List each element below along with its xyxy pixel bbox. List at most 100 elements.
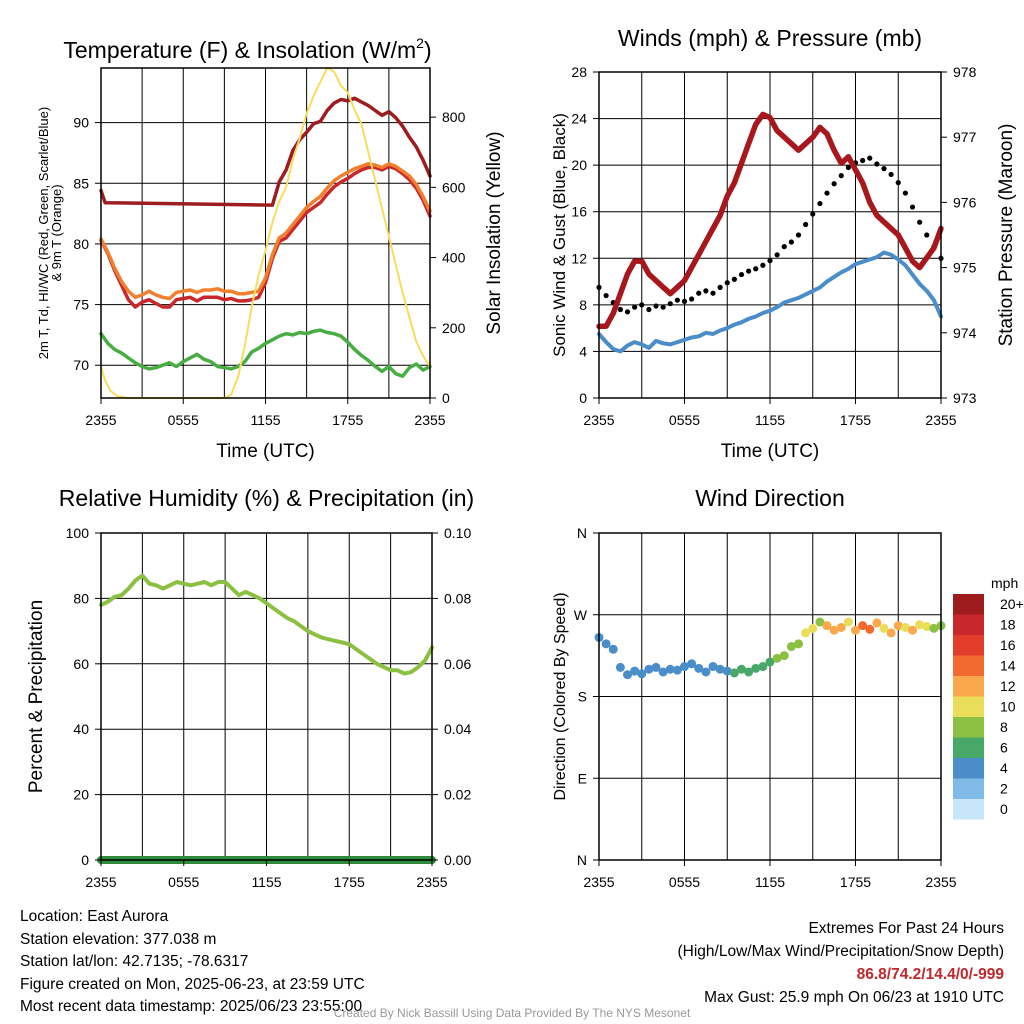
direction-point [715, 664, 725, 674]
direction-point [672, 665, 682, 675]
legend-swatch [953, 799, 984, 820]
legend-label: 14 [1000, 658, 1016, 674]
elevation-text: Station elevation: 377.038 m [20, 930, 217, 948]
title-sup: 2 [416, 35, 424, 51]
direction-point [822, 621, 832, 631]
series-line-1 [99, 164, 432, 309]
x-tick-label: 1755 [334, 874, 365, 890]
x-axis-label: Time (UTC) [216, 441, 315, 462]
y2-tick-label: 0.06 [444, 656, 471, 672]
direction-point [701, 667, 711, 677]
direction-point [744, 667, 754, 677]
y-tick-label: N [577, 525, 587, 541]
direction-point [808, 623, 818, 633]
gust-point [817, 200, 823, 207]
extremes-title: Extremes For Past 24 Hours [808, 920, 1004, 937]
y-axis: 0 20 40 60 80 100 [66, 525, 101, 868]
y2-tick-label: 0.04 [444, 721, 471, 737]
direction-point [651, 662, 661, 672]
gust-point [653, 303, 659, 309]
direction-point [801, 628, 811, 638]
gust-point [845, 164, 851, 171]
chart-title: Winds (mph) & Pressure (mb) [618, 25, 922, 51]
y-tick-label: W [574, 607, 588, 623]
location-text: Location: East Aurora [20, 908, 169, 925]
y-tick-label: E [578, 770, 587, 786]
chart-title: Temperature (F) & Insolation (W/m2) [63, 35, 431, 63]
gust-point [667, 301, 673, 307]
y-axis: 70 75 80 85 90 [73, 115, 101, 373]
legend-label: 0 [1000, 801, 1008, 817]
legend-label: 20+ [1000, 596, 1024, 612]
y-tick-label: 0 [579, 390, 587, 406]
y-tick-label: N [577, 852, 587, 868]
panel-4: N E S W N 2355 0555 1155 1755 2355 Wind Direction D… [552, 485, 1024, 890]
x-tick-label: 0555 [168, 874, 199, 890]
series-line-4 [99, 328, 432, 378]
x-tick-label: 2355 [583, 874, 614, 890]
y-tick-label: 80 [73, 236, 89, 252]
gust-point [632, 304, 638, 310]
gust-point [603, 292, 609, 299]
legend-label: 4 [1000, 760, 1008, 776]
gust-point [781, 244, 787, 250]
x-tick-label: 1755 [332, 412, 363, 428]
gust-point [881, 166, 887, 172]
gust-point [717, 284, 723, 290]
grid-vertical [641, 72, 899, 398]
y2-tick-label: 975 [953, 260, 977, 276]
gust-point [860, 157, 866, 164]
latlon-text: Station lat/lon: 42.7135; -78.6317 [20, 953, 249, 970]
gust-point [738, 271, 745, 278]
direction-point [608, 644, 618, 654]
y-tick-label: 0 [81, 852, 89, 868]
direction-point [843, 617, 853, 627]
x-tick-label: 2355 [925, 874, 956, 890]
gust-point [753, 266, 759, 272]
gust-point [788, 239, 794, 245]
y-tick-label: 20 [73, 787, 89, 803]
gust-point [824, 190, 830, 196]
x-tick-label: 2355 [583, 412, 614, 428]
legend-swatch [953, 614, 984, 635]
legend-swatch [953, 635, 984, 656]
y-tick-label: 12 [571, 250, 587, 266]
gust-point [646, 306, 652, 313]
direction-point [665, 664, 675, 674]
direction-point [658, 667, 668, 677]
gust-point [681, 298, 688, 304]
direction-point [751, 663, 761, 673]
y2-axis: 0.00 0.02 0.04 0.06 0.08 0.10 [432, 525, 471, 868]
direction-point [630, 666, 640, 676]
y2-tick-label: 977 [953, 129, 977, 145]
legend-label: 12 [1000, 678, 1016, 694]
gust-point [760, 262, 766, 268]
legend-label: 10 [1000, 699, 1016, 715]
gust-point [838, 173, 844, 179]
direction-point [886, 628, 896, 638]
direction-point [765, 657, 775, 667]
direction-point [865, 624, 875, 634]
extremes-subtitle: (High/Low/Max Wind/Precipitation/Snow De… [677, 943, 1005, 960]
y2-tick-label: 800 [442, 109, 466, 125]
legend-swatch [953, 758, 984, 779]
direction-point [815, 617, 825, 627]
y-tick-label: 90 [73, 115, 89, 131]
direction-point [644, 664, 654, 674]
series-line-1 [99, 573, 434, 676]
direction-point [687, 659, 697, 669]
x-tick-label: 1155 [251, 874, 281, 890]
direction-point [694, 663, 704, 673]
x-tick-label: 1755 [840, 874, 871, 890]
y-axis: 0 4 8 12 16 20 24 28 [571, 64, 599, 406]
gust-point [689, 296, 695, 302]
x-axis: 2355 0555 1155 1755 2355 [85, 398, 446, 428]
y2-axis: 0 200 400 600 800 [430, 109, 466, 406]
max-gust-text: Max Gust: 25.9 mph On 06/23 at 1910 UTC [704, 989, 1004, 1006]
series-line-3 [596, 111, 944, 330]
y2-axis-label: Station Pressure (Maroon) [996, 124, 1017, 347]
x-tick-label: 2355 [85, 412, 116, 428]
credit-text: Created By Nick Bassill Using Data Provi… [333, 1006, 691, 1020]
